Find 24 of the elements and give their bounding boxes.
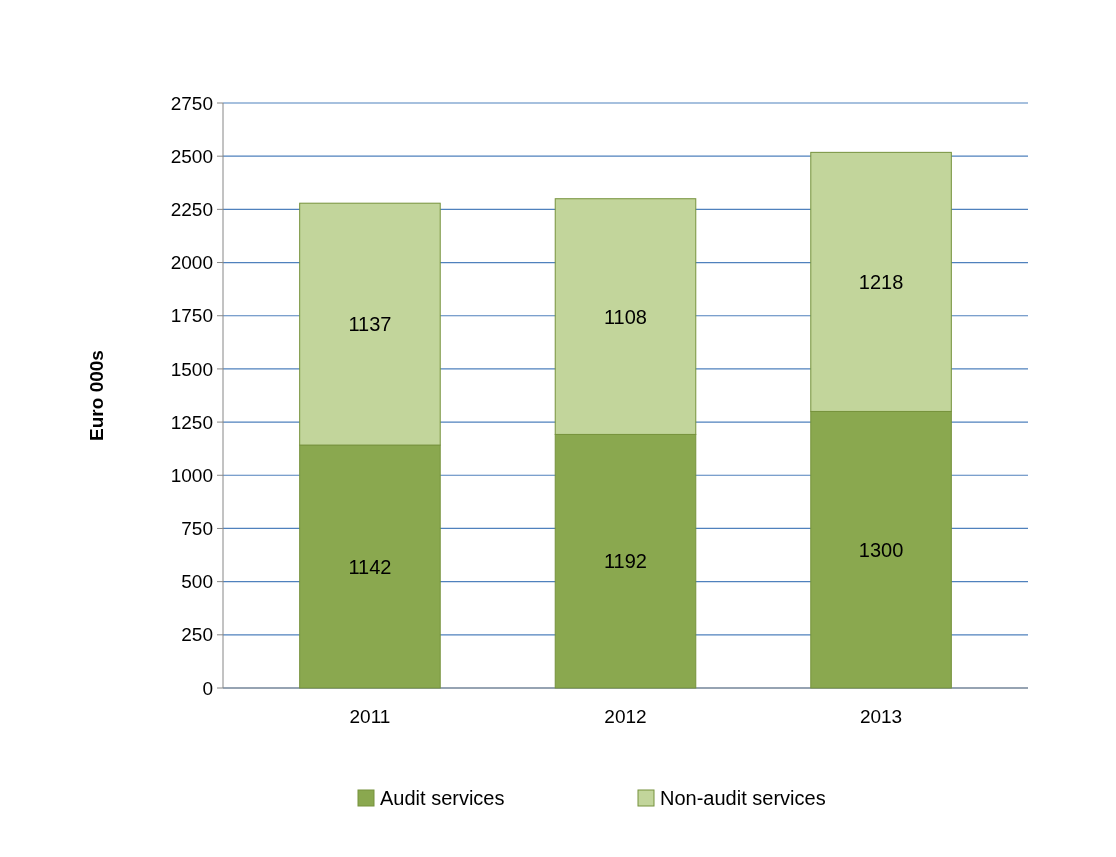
y-tick-label: 500 xyxy=(181,571,213,593)
y-tick-label: 2750 xyxy=(170,92,213,114)
data-label: 1137 xyxy=(348,313,392,336)
y-tick-label: 2250 xyxy=(170,199,213,221)
y-axis-title: Euro 000s xyxy=(86,350,107,441)
x-tick-label: 2012 xyxy=(604,706,647,727)
y-tick-label: 2500 xyxy=(170,145,213,167)
y-tick-label: 1250 xyxy=(170,411,213,433)
legend-label: Non-audit services xyxy=(660,787,826,809)
data-label: 1300 xyxy=(858,538,904,561)
data-label: 1192 xyxy=(603,550,648,573)
x-tick-label: 2011 xyxy=(349,706,391,727)
data-label: 1142 xyxy=(348,555,392,578)
legend-label: Audit services xyxy=(380,787,505,809)
y-tick-label: 1750 xyxy=(170,305,213,327)
y-tick-label: 2000 xyxy=(170,252,213,274)
y-tick-label: 1000 xyxy=(170,464,213,486)
y-tick-label: 750 xyxy=(181,518,213,540)
data-label: 1218 xyxy=(858,270,904,293)
data-label: 1108 xyxy=(603,305,648,328)
y-tick-label: 0 xyxy=(202,677,213,699)
x-tick-label: 2013 xyxy=(859,706,903,727)
y-tick-label: 1500 xyxy=(170,358,213,380)
y-tick-label: 250 xyxy=(181,624,213,646)
